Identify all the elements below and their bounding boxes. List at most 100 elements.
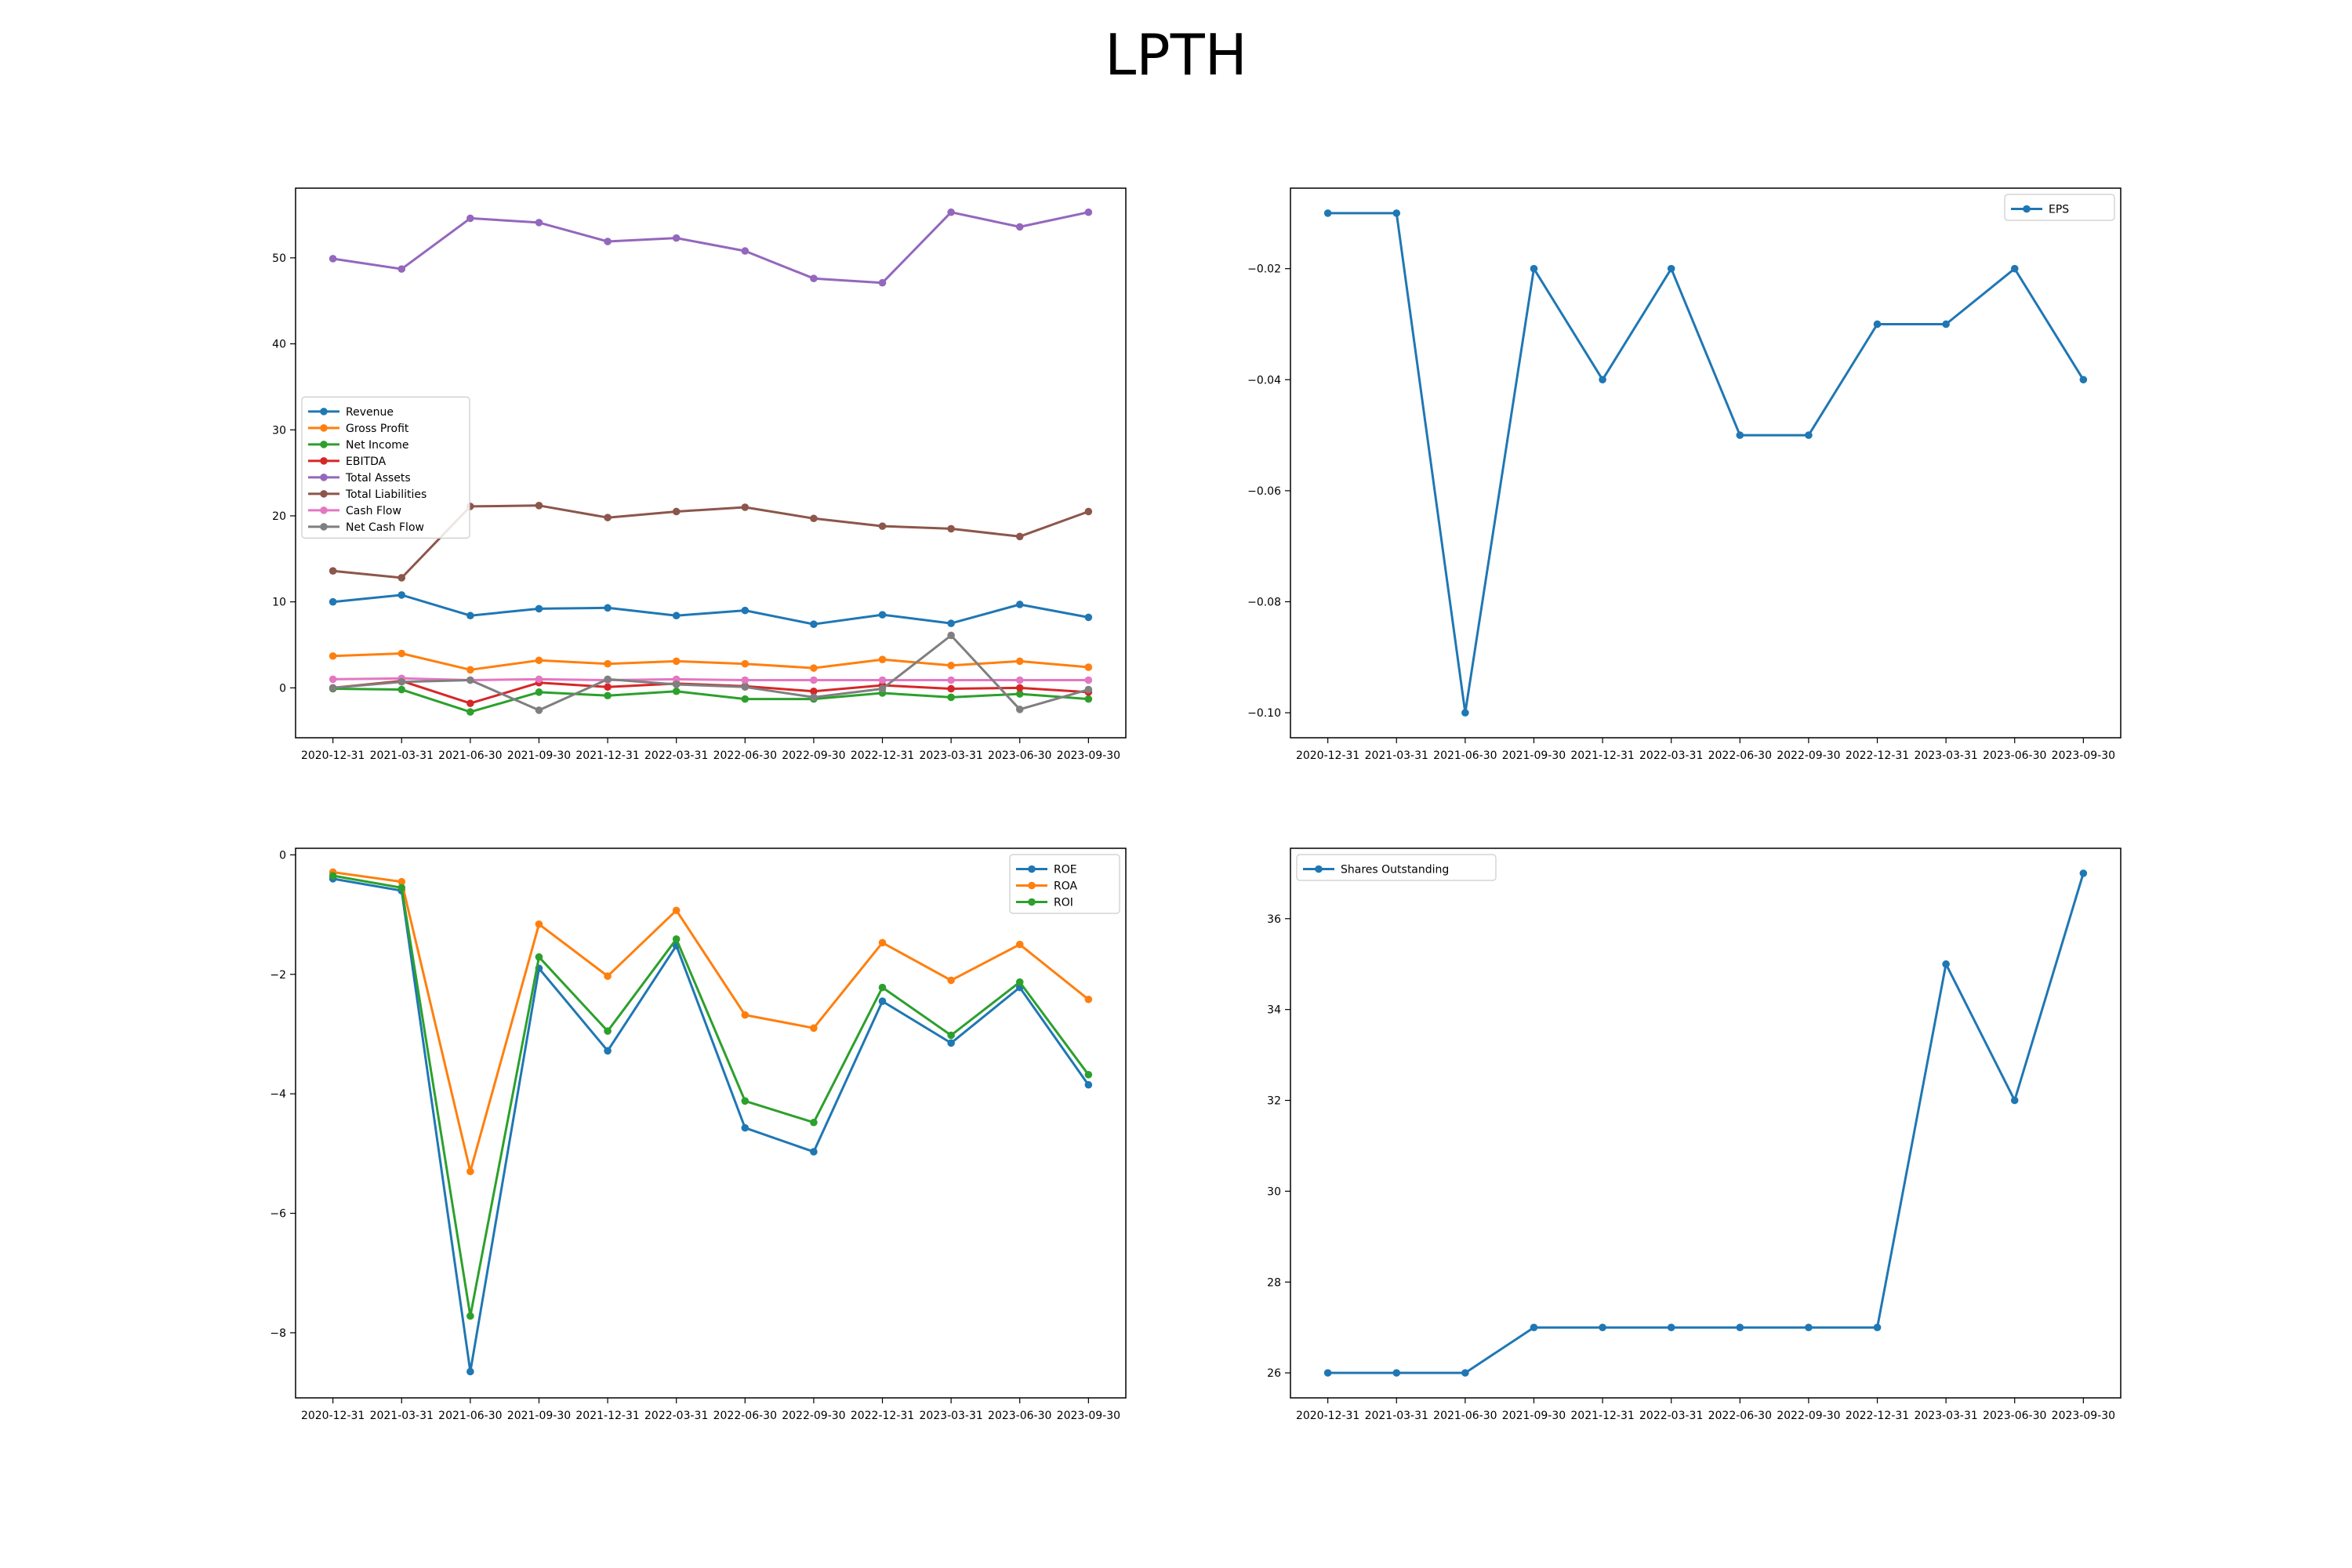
- data-point: [741, 695, 750, 703]
- series-line: [332, 871, 1090, 1173]
- legend-label: EBITDA: [346, 456, 387, 468]
- legend-label: Revenue: [346, 406, 394, 419]
- data-point: [741, 1097, 750, 1105]
- data-point: [741, 659, 750, 668]
- data-point: [810, 693, 818, 702]
- legend-label: EPS: [2049, 204, 2069, 216]
- x-tick-label: 2022-06-30: [1708, 1410, 1772, 1422]
- data-point: [535, 219, 543, 227]
- x-tick-label: 2022-09-30: [1777, 1410, 1840, 1422]
- data-point: [1015, 223, 1024, 231]
- data-point: [1392, 1369, 1401, 1377]
- data-point: [878, 983, 887, 992]
- data-point: [1084, 613, 1093, 622]
- series-line: [332, 877, 1090, 1373]
- x-tick-label: 2022-12-31: [851, 750, 914, 762]
- data-point: [328, 567, 337, 575]
- y-tick-label: −0.02: [1247, 263, 1281, 276]
- y-tick-label: −0.04: [1247, 374, 1281, 387]
- x-tick-label: 2021-03-31: [370, 1410, 434, 1422]
- x-tick-label: 2021-12-31: [575, 1410, 639, 1422]
- x-tick-label: 2023-06-30: [1983, 750, 2046, 762]
- x-tick-label: 2021-09-30: [507, 1410, 571, 1422]
- legend-label: Total Assets: [345, 472, 411, 485]
- legend: ROE ROA ROI: [1009, 854, 1120, 914]
- y-tick-label: −0.10: [1247, 707, 1281, 720]
- data-point: [810, 1024, 818, 1033]
- data-point: [328, 872, 337, 880]
- legend-marker: [1315, 865, 1323, 873]
- data-point: [1736, 1323, 1744, 1332]
- data-point: [397, 884, 406, 892]
- data-point: [1667, 264, 1675, 273]
- data-point: [878, 278, 887, 287]
- data-point: [878, 684, 887, 693]
- legend: Shares Outstanding: [1296, 854, 1497, 881]
- data-point: [1015, 705, 1024, 713]
- data-point: [328, 597, 337, 606]
- legend-marker: [320, 408, 328, 416]
- series-line: [332, 211, 1089, 285]
- x-tick-label: 2023-06-30: [988, 750, 1051, 762]
- x-tick-label: 2022-03-31: [644, 1410, 708, 1422]
- data-point: [604, 659, 612, 668]
- y-tick-label: 20: [272, 510, 286, 523]
- data-point: [1873, 1323, 1882, 1332]
- data-point: [1084, 507, 1093, 516]
- legend-marker: [1028, 881, 1036, 890]
- series-line: [332, 874, 1090, 1318]
- data-point: [466, 699, 474, 707]
- data-point: [328, 652, 337, 660]
- data-point: [878, 676, 887, 684]
- data-point: [1461, 709, 1469, 717]
- legend-label: ROE: [1054, 864, 1077, 877]
- data-point: [810, 514, 818, 523]
- data-point: [328, 255, 337, 263]
- data-point: [1015, 684, 1024, 692]
- x-tick-label: 2023-09-30: [2052, 750, 2115, 762]
- y-tick-label: 32: [1267, 1095, 1281, 1108]
- y-tick-label: 50: [272, 252, 286, 265]
- chart-returns: 2020-12-31 2021-03-31 2021-06-30 2021-09-30…: [270, 848, 1127, 1422]
- data-point: [466, 1312, 474, 1320]
- data-point: [810, 274, 818, 282]
- data-point: [1392, 209, 1401, 217]
- x-tick-label: 2022-03-31: [1639, 1410, 1703, 1422]
- legend: Revenue Gross Profit Net Income EBITDA Total…: [301, 396, 470, 539]
- x-tick-label: 2022-03-31: [1639, 750, 1703, 762]
- legend-marker: [320, 424, 328, 432]
- x-tick-label: 2021-03-31: [1365, 750, 1428, 762]
- y-tick-label: −6: [270, 1208, 286, 1221]
- legend-marker: [320, 474, 328, 481]
- data-point: [741, 247, 750, 255]
- data-point: [878, 611, 887, 619]
- data-point: [947, 662, 955, 670]
- data-point: [672, 507, 681, 516]
- data-point: [604, 1047, 612, 1055]
- legend-frame: [301, 396, 470, 539]
- data-point: [328, 675, 337, 684]
- data-point: [1084, 995, 1093, 1004]
- data-point: [947, 676, 955, 684]
- series-line: [1327, 873, 2085, 1374]
- data-point: [535, 656, 543, 665]
- axes-frame: [295, 187, 1127, 739]
- data-point: [397, 685, 406, 694]
- y-tick-label: −8: [270, 1327, 286, 1340]
- data-point: [1736, 431, 1744, 439]
- axes-frame: [1290, 848, 2122, 1399]
- x-tick-label: 2023-03-31: [1914, 1410, 1977, 1422]
- legend-marker: [2023, 205, 2031, 213]
- y-tick-label: 36: [1267, 913, 1281, 926]
- x-tick-label: 2022-06-30: [1708, 750, 1772, 762]
- axes-frame: [295, 848, 1127, 1399]
- data-point: [1942, 960, 1950, 968]
- series-line: [1327, 212, 2085, 714]
- y-tick-label: −0.08: [1247, 597, 1281, 609]
- data-point: [947, 1031, 955, 1040]
- x-tick-label: 2021-09-30: [1502, 750, 1566, 762]
- data-point: [328, 684, 337, 692]
- data-point: [397, 591, 406, 599]
- data-point: [604, 691, 612, 700]
- series-line: [332, 593, 1089, 626]
